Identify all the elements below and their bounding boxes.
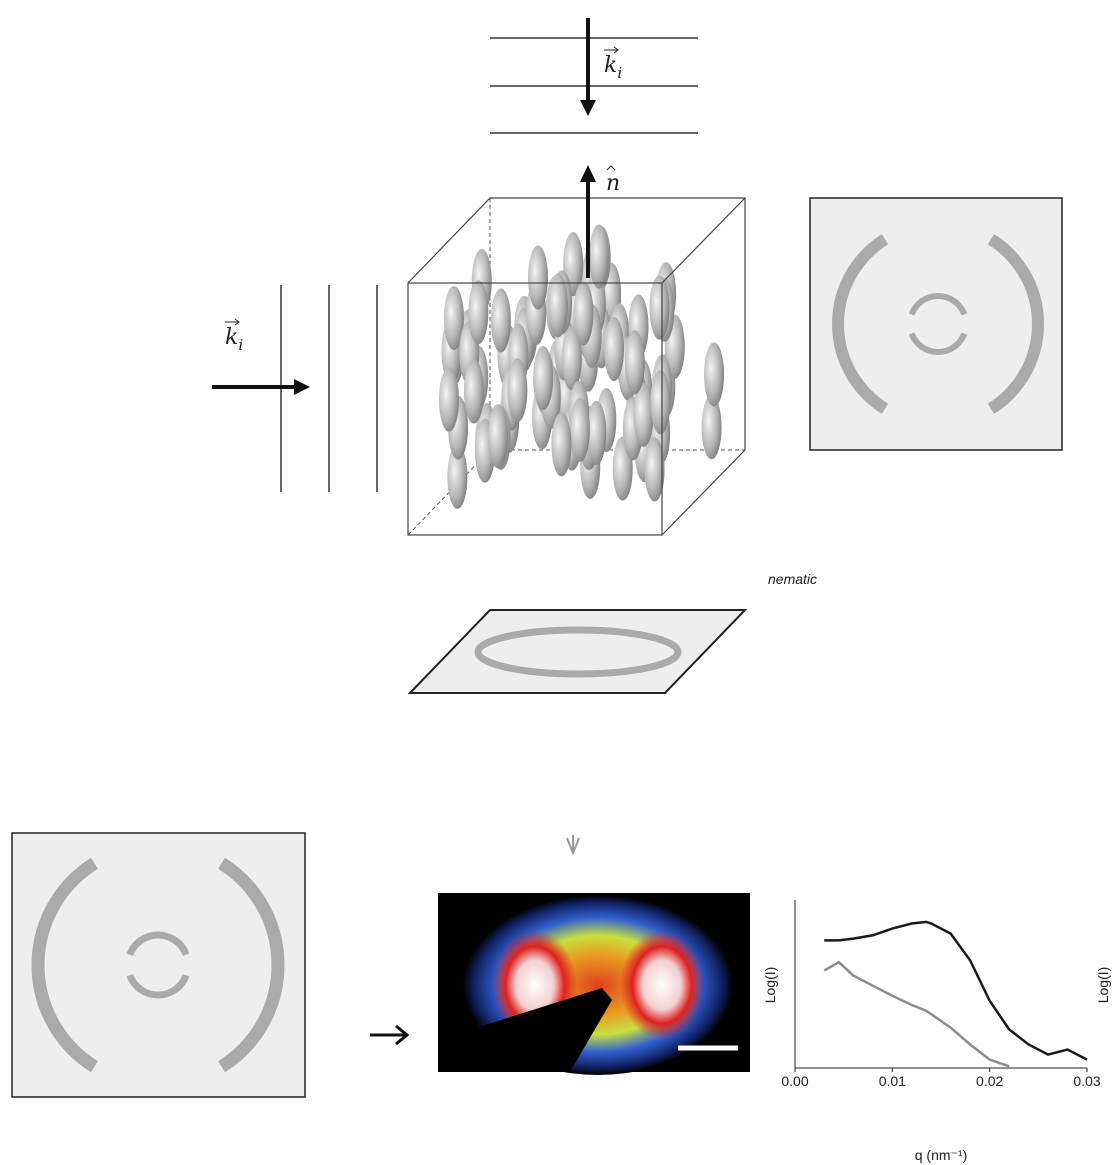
detector-right: [810, 198, 1062, 450]
x-tick-label: 0.01: [879, 1073, 906, 1089]
ellipsoid: [573, 281, 593, 345]
ellipsoids: [439, 225, 724, 509]
ellipsoid: [570, 398, 590, 462]
director-label: n: [606, 171, 620, 196]
k-symbol: k: [225, 325, 238, 350]
series-line: [824, 922, 1087, 1060]
scattering-pattern: [438, 893, 750, 1075]
y-axis-label: Log(I): [762, 967, 778, 1004]
k-subscript: i: [617, 64, 622, 82]
detector-left: [12, 833, 305, 1097]
x-tick-label: 0.02: [976, 1073, 1003, 1089]
beam-label-left: ki: [225, 325, 243, 354]
beam-arrow-left: [212, 379, 310, 395]
k-subscript: i: [238, 336, 243, 354]
hat: [607, 166, 615, 170]
side-label: Log(I): [1095, 967, 1111, 1004]
series-line: [824, 962, 1009, 1066]
ellipsoid: [625, 330, 645, 394]
x-axis-label: q (nm⁻¹): [915, 1147, 968, 1163]
ellipsoid: [533, 346, 553, 410]
ellipsoid: [464, 360, 484, 424]
ellipsoid: [468, 280, 488, 344]
ellipsoid: [589, 225, 609, 289]
beam-label-top: ki: [604, 53, 622, 82]
small-arrow: [567, 835, 579, 853]
ellipsoid: [488, 404, 508, 468]
ellipsoid: [650, 370, 670, 434]
x-tick-label: 0.00: [781, 1073, 808, 1089]
ellipsoid: [507, 358, 527, 422]
ellipsoid: [649, 276, 669, 340]
detector-plane: [410, 610, 745, 693]
figure: ki ki n nematic 0.000.010.020.03q (nm⁻¹)…: [0, 0, 1114, 1165]
ellipsoid: [491, 288, 511, 352]
ellipsoid: [439, 368, 459, 432]
k-symbol: k: [604, 53, 617, 78]
x-tick-label: 0.03: [1073, 1073, 1100, 1089]
wavefronts-top: [490, 38, 698, 133]
ellipsoid: [704, 342, 724, 406]
plot: 0.00 0.01 0.02 0.03 q (nm⁻¹) Log(I): [762, 900, 1101, 1163]
ellipsoid: [604, 317, 624, 381]
arrow-to-pattern: [370, 1026, 407, 1044]
ellipsoid: [551, 412, 571, 476]
phase-label: nematic: [768, 571, 817, 587]
beam-arrow-top: [580, 18, 596, 116]
ellipsoid: [528, 246, 548, 310]
